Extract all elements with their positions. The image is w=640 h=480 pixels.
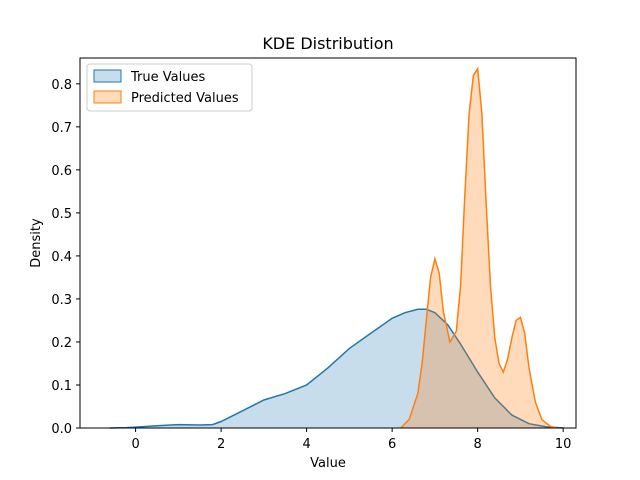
y-tick-label: 0.1 [51,379,72,394]
x-tick-label: 8 [474,437,482,452]
y-tick-label: 0.2 [51,336,72,351]
legend-box [86,63,253,112]
y-tick-label: 0.0 [51,422,72,437]
legend-swatch-predicted-values [93,90,122,104]
legend: True Values Predicted Values [86,63,253,112]
chart-title: KDE Distribution [262,34,393,53]
y-tick-label: 0.6 [51,164,72,179]
line-true-values [109,308,564,429]
y-tick-label: 0.3 [51,293,72,308]
x-axis-label: Value [310,456,346,471]
x-tick-label: 10 [555,437,572,452]
legend-swatch-true-values [93,69,122,83]
plot-area [109,66,564,429]
plot-frame [79,57,577,429]
y-axis-ticks: 0.0 0.1 0.2 0.3 0.4 0.5 0.6 0.7 0.8 [51,78,80,437]
legend-label-predicted-values: Predicted Values [131,91,239,106]
y-axis-label: Density [29,218,44,268]
x-axis-ticks: 0 2 4 6 8 10 [131,428,571,452]
legend-label-true-values: True Values [130,70,205,85]
x-tick-label: 6 [388,437,396,452]
x-tick-label: 0 [131,437,139,452]
y-tick-label: 0.5 [51,207,72,222]
area-predicted-values [400,68,557,429]
y-tick-label: 0.4 [51,250,72,265]
y-tick-label: 0.7 [51,121,72,136]
line-predicted-values [400,66,557,429]
x-tick-label: 4 [302,437,310,452]
x-tick-label: 2 [217,437,225,452]
y-tick-label: 0.8 [51,78,72,93]
